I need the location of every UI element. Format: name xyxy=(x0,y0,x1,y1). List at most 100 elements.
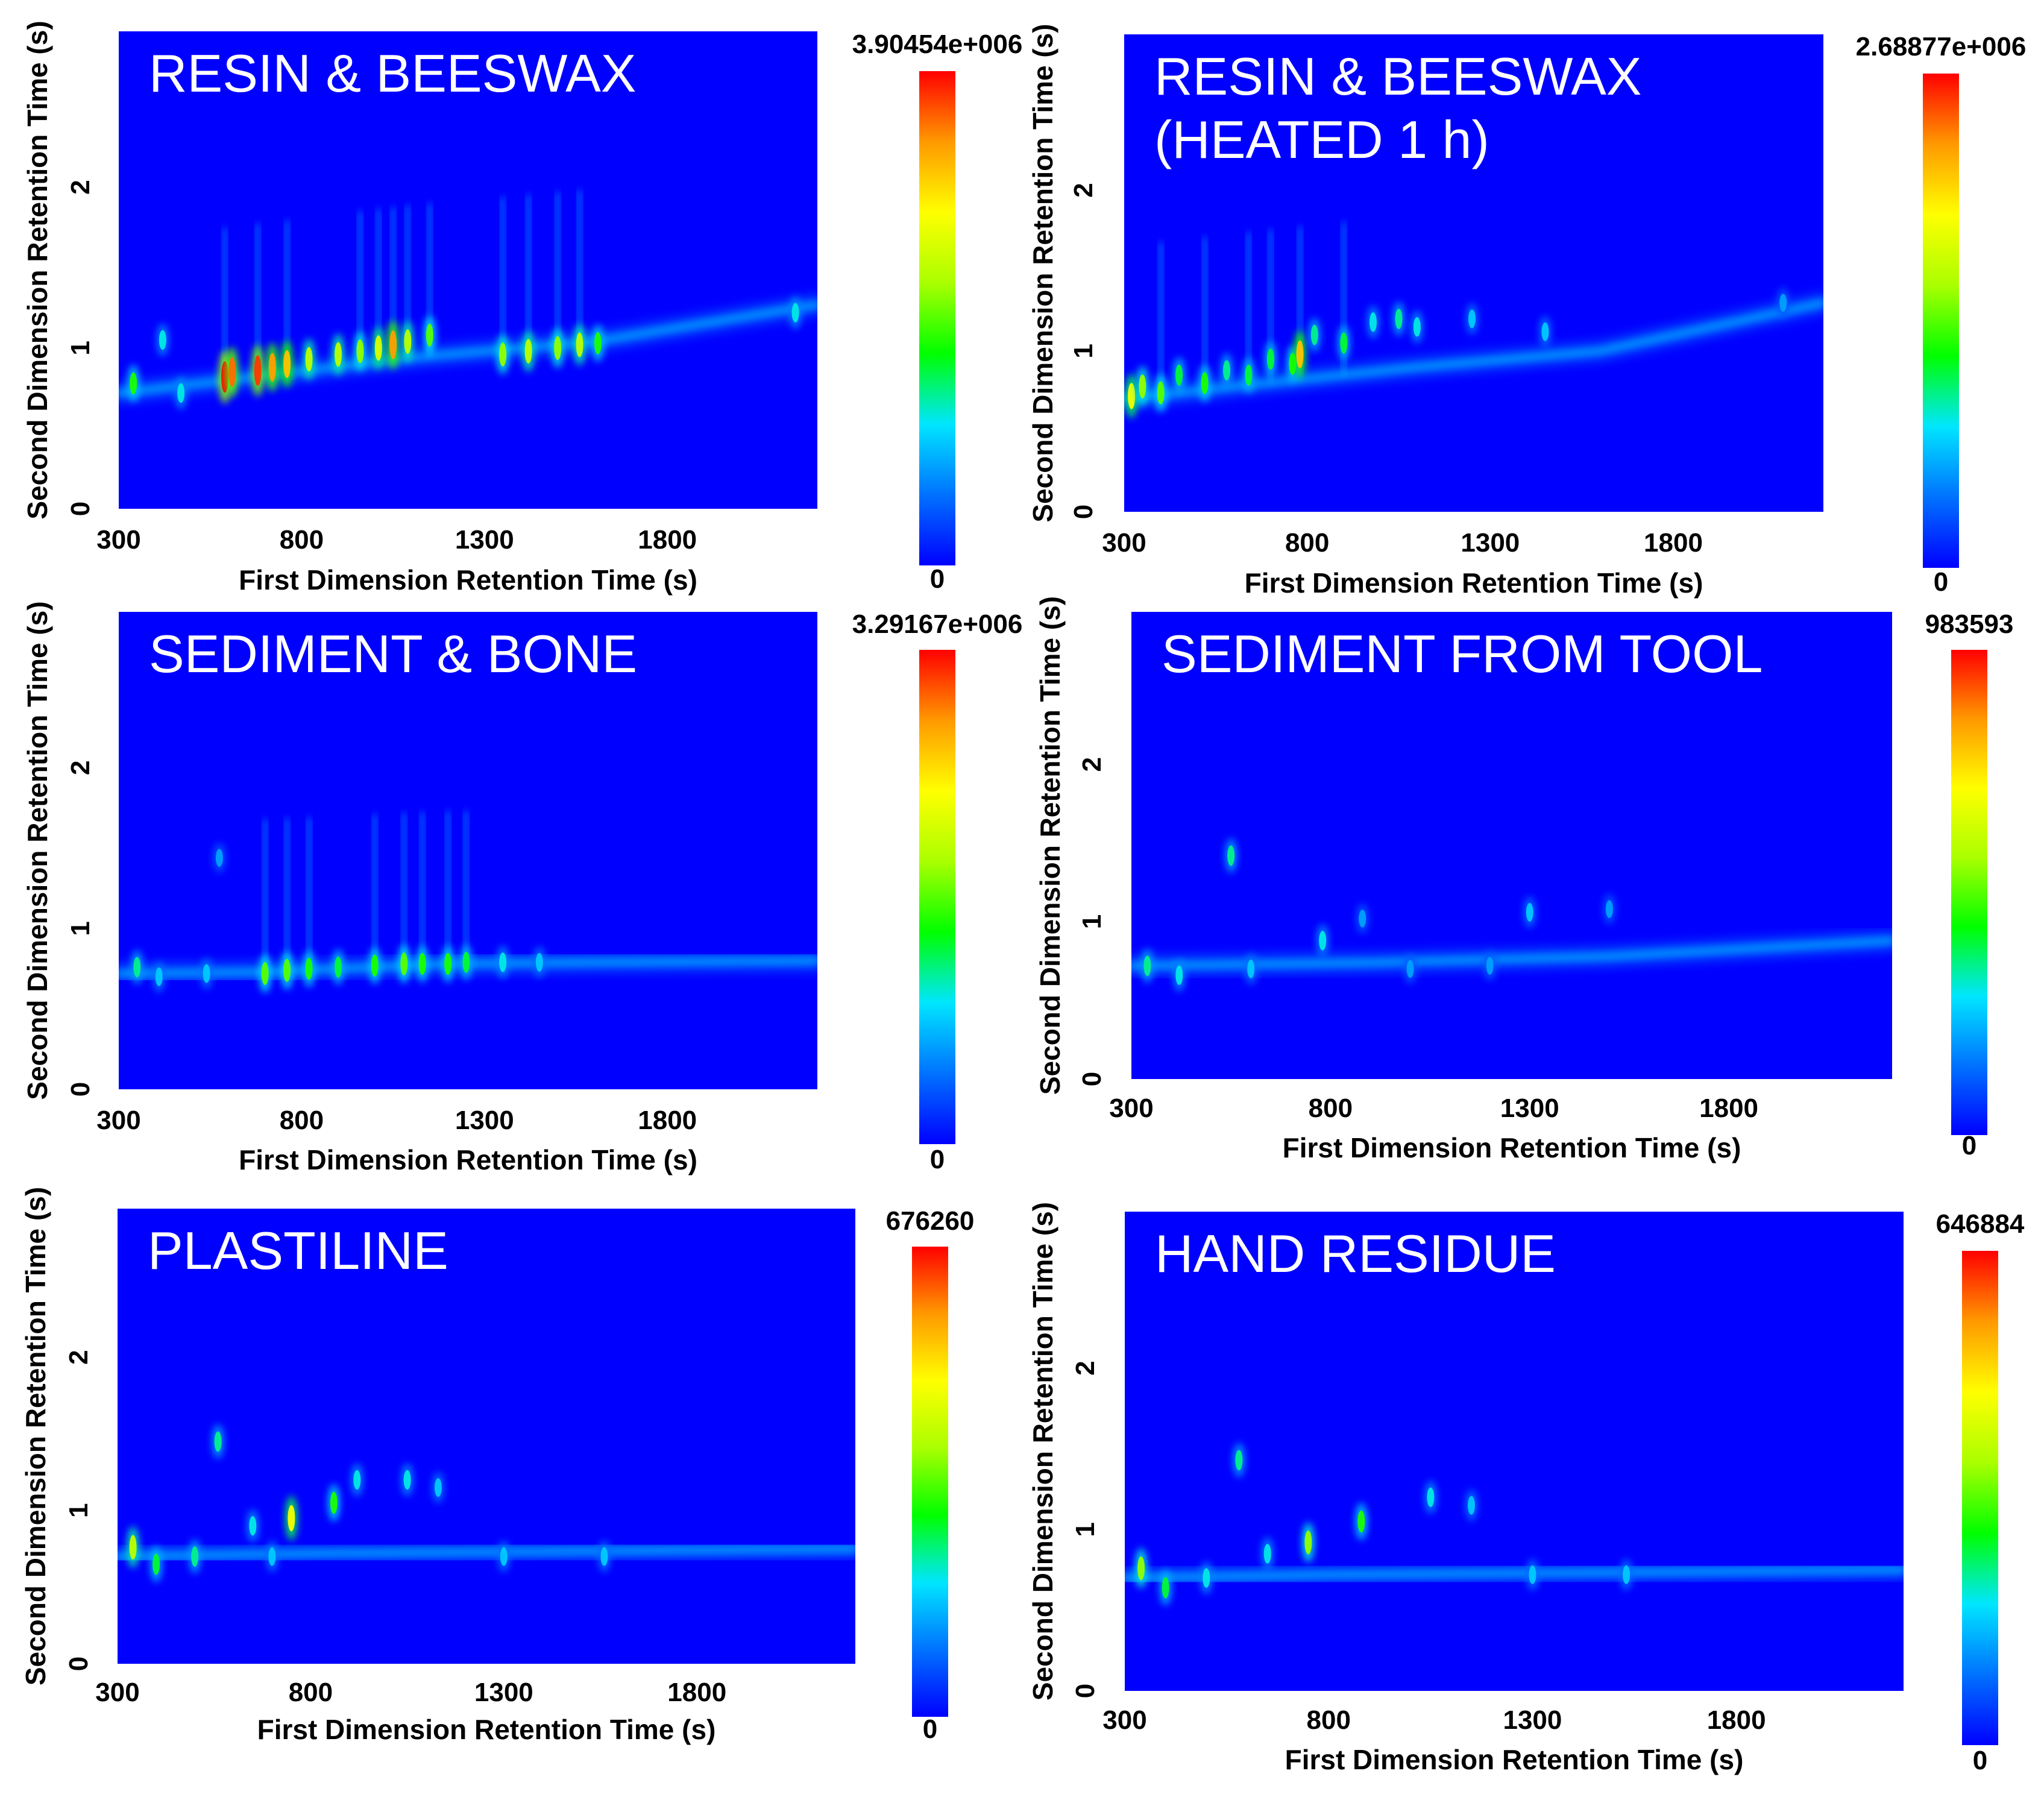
peak xyxy=(1263,1544,1271,1564)
peak-streak xyxy=(373,814,377,968)
peak-streak xyxy=(556,192,560,345)
peak xyxy=(356,339,364,363)
peak xyxy=(1227,845,1235,866)
y-tick-label: 1 xyxy=(1077,914,1107,929)
baseline-core xyxy=(118,1546,855,1559)
peak xyxy=(1175,364,1183,386)
peak xyxy=(1157,381,1165,404)
x-axis-label: First Dimension Retention Time (s) xyxy=(239,564,697,596)
y-axis-label: Second Dimension Retention Time (s) xyxy=(1034,596,1066,1095)
y-tick-label: 2 xyxy=(1077,757,1107,772)
y-tick-label: 2 xyxy=(66,760,95,775)
baseline-core xyxy=(1124,300,1823,402)
x-tick-label: 1800 xyxy=(1699,1094,1758,1123)
peak xyxy=(335,956,342,978)
y-tick-label: 1 xyxy=(1069,344,1098,358)
x-axis-label: First Dimension Retention Time (s) xyxy=(1285,1744,1744,1775)
peak xyxy=(130,372,137,395)
x-tick-label: 1300 xyxy=(1503,1705,1562,1735)
peak xyxy=(288,1505,295,1532)
y-tick-label: 0 xyxy=(66,1082,95,1097)
peak xyxy=(1139,374,1146,398)
x-tick-label: 300 xyxy=(96,1106,140,1135)
peak xyxy=(444,952,452,975)
peak xyxy=(594,332,602,354)
peak xyxy=(129,1535,137,1560)
plot-area xyxy=(1124,222,1823,418)
x-tick-label: 300 xyxy=(95,1678,139,1707)
peak xyxy=(462,951,470,973)
plot-background xyxy=(1125,1212,1904,1691)
peak xyxy=(305,347,313,372)
peak-streak xyxy=(1203,237,1207,390)
peak xyxy=(155,967,163,986)
peak xyxy=(249,1516,257,1536)
peak xyxy=(535,952,543,972)
peak xyxy=(374,335,382,361)
peak-streak xyxy=(406,205,410,359)
peak-streak xyxy=(376,209,380,362)
peak xyxy=(203,964,210,983)
colorbar-min-label: 0 xyxy=(930,564,945,594)
peak xyxy=(1529,1565,1536,1584)
y-tick-label: 0 xyxy=(1077,1072,1107,1086)
plot-area xyxy=(1125,1443,1904,1606)
y-axis-label: Second Dimension Retention Time (s) xyxy=(20,1187,51,1685)
x-axis-label: First Dimension Retention Time (s) xyxy=(239,1144,697,1175)
peak xyxy=(1413,317,1421,337)
y-tick-label: 2 xyxy=(66,180,95,194)
y-tick-label: 2 xyxy=(64,1350,93,1364)
y-tick-label: 1 xyxy=(66,921,95,936)
peak xyxy=(1162,1577,1169,1599)
peak xyxy=(404,329,412,354)
peak xyxy=(499,342,507,367)
x-tick-label: 800 xyxy=(280,525,324,555)
peak xyxy=(261,962,269,985)
peak xyxy=(1235,1450,1243,1471)
peak-streak xyxy=(446,811,450,964)
peak xyxy=(1406,960,1414,978)
colorbar-max-label: 676260 xyxy=(886,1206,975,1236)
plot-area xyxy=(1131,839,1892,992)
peak xyxy=(1247,959,1255,978)
x-axis-label: First Dimension Retention Time (s) xyxy=(1283,1132,1741,1163)
colorbar-max-label: 646884 xyxy=(1936,1209,2025,1239)
peak xyxy=(1310,324,1318,345)
peak xyxy=(214,1431,222,1452)
x-tick-label: 300 xyxy=(1109,1094,1153,1123)
peak xyxy=(1623,1565,1630,1584)
x-tick-label: 1300 xyxy=(1500,1094,1559,1123)
y-tick-label: 2 xyxy=(1071,1361,1100,1375)
x-tick-label: 1800 xyxy=(1644,528,1703,558)
peak xyxy=(1541,322,1549,341)
peak xyxy=(434,1478,442,1497)
colorbar-min-label: 0 xyxy=(930,1145,945,1174)
colorbar-max-label: 983593 xyxy=(1925,609,2014,639)
peak-streak xyxy=(577,190,582,343)
y-tick-label: 0 xyxy=(1071,1684,1100,1698)
colorbar xyxy=(912,1247,948,1717)
peak xyxy=(554,336,562,360)
peak xyxy=(1369,312,1377,332)
peak xyxy=(177,383,185,403)
peak xyxy=(576,332,583,357)
peak xyxy=(283,350,291,379)
peak xyxy=(1605,900,1613,918)
peak xyxy=(1319,931,1327,951)
peak xyxy=(1486,957,1494,975)
peak xyxy=(1128,383,1136,409)
panel-title: SEDIMENT & BONE xyxy=(149,624,637,684)
peak xyxy=(1175,965,1183,985)
x-tick-label: 1300 xyxy=(455,1106,514,1135)
plot-area xyxy=(119,811,817,993)
colorbar xyxy=(1951,650,1987,1135)
peak xyxy=(1245,364,1253,386)
heatmap-panel-2: RESIN & BEESWAX(HEATED 1 h) 300 800 1300 180… xyxy=(1027,24,2026,599)
x-tick-label: 800 xyxy=(1285,528,1329,558)
x-tick-label: 1300 xyxy=(474,1678,533,1707)
x-axis-label: First Dimension Retention Time (s) xyxy=(1245,567,1703,599)
peak-streak xyxy=(285,220,289,373)
y-axis-label: Second Dimension Retention Time (s) xyxy=(22,601,53,1100)
x-tick-label: 800 xyxy=(1309,1094,1353,1123)
plot-background xyxy=(1131,612,1892,1079)
